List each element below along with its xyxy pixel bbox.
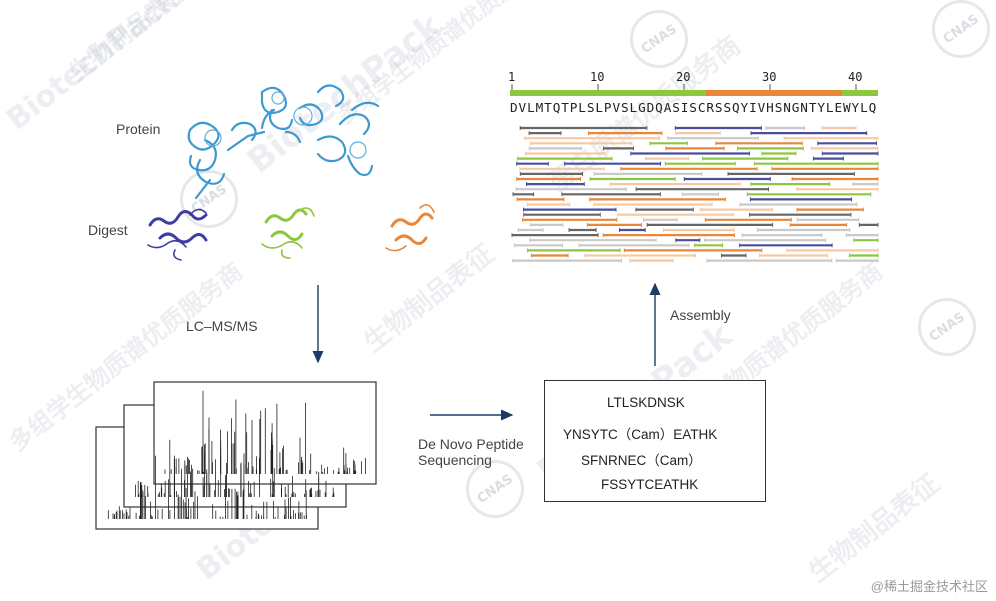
ruler-tick: 20: [676, 70, 691, 84]
ruler-tick: 1: [508, 70, 516, 84]
protein-sequence: DVLMTQTPLSLPVSLGDQASISCRSSQYIVHSNGNTYLEW…: [510, 100, 878, 115]
ruler-tick: 30: [762, 70, 777, 84]
denovo-label-line2: Sequencing: [418, 452, 492, 468]
ms-spectra-stack: [95, 381, 377, 530]
digest-label: Digest: [88, 222, 128, 238]
peptide-sequence: YNSYTC（Cam）EATHK: [563, 427, 718, 442]
peptide-sequence: FSSYTCEATHK: [601, 477, 699, 492]
denovo-label-line1: De Novo Peptide: [418, 436, 524, 452]
source-credit: @稀土掘金技术社区: [870, 579, 988, 594]
sequence-ruler: [510, 84, 878, 96]
fragment-purple: [147, 208, 208, 261]
lcms-label: LC–MS/MS: [186, 318, 258, 334]
ruler-tick: 40: [848, 70, 863, 84]
protein-label: Protein: [116, 121, 161, 137]
peptide-coverage-bars: [511, 126, 879, 263]
ruler-tick: 10: [590, 70, 605, 84]
peptide-sequence: LTLSKDNSK: [607, 395, 685, 410]
peptide-sequence-box: LTLSKDNSK YNSYTC（Cam）EATHK SFNRNEC（Cam） …: [544, 380, 766, 502]
peptide-sequence: SFNRNEC（Cam）: [581, 453, 702, 468]
protein-structure: [187, 84, 380, 200]
protein-structure-detail: [204, 91, 367, 159]
fragment-orange: [385, 204, 435, 252]
fragment-green: [261, 207, 315, 259]
assembly-label: Assembly: [670, 307, 731, 323]
